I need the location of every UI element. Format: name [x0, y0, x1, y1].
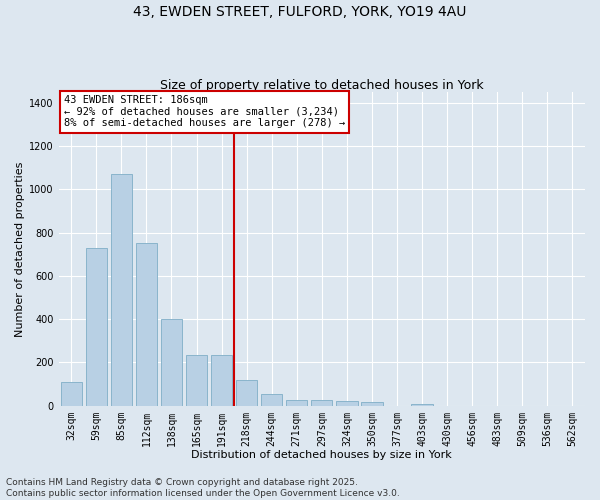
Text: 43 EWDEN STREET: 186sqm
← 92% of detached houses are smaller (3,234)
8% of semi-: 43 EWDEN STREET: 186sqm ← 92% of detache… [64, 95, 345, 128]
Y-axis label: Number of detached properties: Number of detached properties [15, 161, 25, 336]
Bar [136, 244, 157, 406]
Bar [361, 402, 383, 406]
Bar [412, 404, 433, 406]
Text: 43, EWDEN STREET, FULFORD, YORK, YO19 4AU: 43, EWDEN STREET, FULFORD, YORK, YO19 4A… [133, 5, 467, 19]
Bar [86, 248, 107, 406]
Bar [186, 355, 207, 406]
Bar [61, 382, 82, 406]
Title: Size of property relative to detached houses in York: Size of property relative to detached ho… [160, 79, 484, 92]
Bar [211, 355, 232, 406]
Bar [161, 319, 182, 406]
Bar [110, 174, 132, 406]
Bar [336, 402, 358, 406]
Bar [236, 380, 257, 406]
Text: Contains HM Land Registry data © Crown copyright and database right 2025.
Contai: Contains HM Land Registry data © Crown c… [6, 478, 400, 498]
Bar [286, 400, 307, 406]
X-axis label: Distribution of detached houses by size in York: Distribution of detached houses by size … [191, 450, 452, 460]
Bar [311, 400, 332, 406]
Bar [261, 394, 283, 406]
